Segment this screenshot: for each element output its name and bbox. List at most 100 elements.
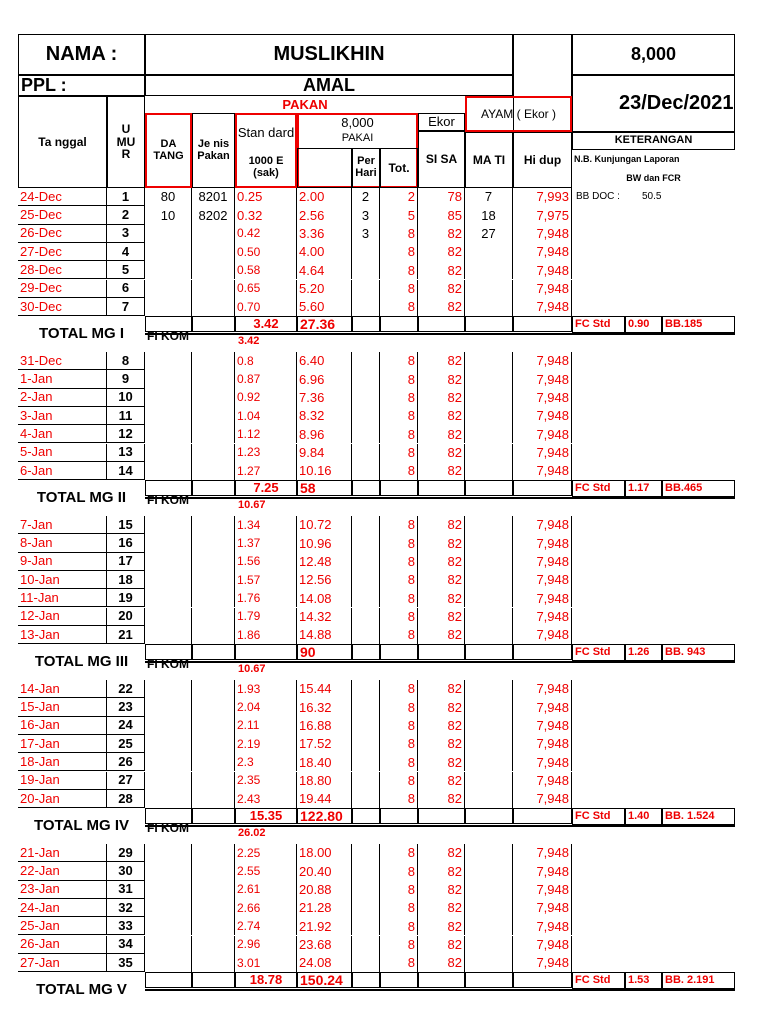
data-cell: 1.79 [235, 607, 297, 626]
box [465, 644, 513, 661]
data-cell: 9-Jan [18, 552, 107, 571]
data-cell: 8 [380, 953, 418, 973]
data-cell [145, 753, 192, 772]
data-cell: 27-Dec [18, 242, 107, 262]
data-cell [352, 716, 380, 735]
data-cell: 82 [418, 953, 465, 973]
data-cell: 15-Jan [18, 698, 107, 717]
data-cell [145, 898, 192, 918]
data-cell: 24-Jan [18, 898, 107, 918]
data-cell: 8 [380, 789, 418, 809]
header: Je nis Pakan [192, 113, 235, 188]
data-cell: 20.88 [297, 880, 352, 899]
data-cell: 8 [380, 370, 418, 389]
fi-kom-label: FI KOM [147, 330, 189, 343]
data-cell: 10 [107, 388, 145, 407]
data-cell: 7,948 [513, 953, 572, 973]
data-cell: 23 [107, 698, 145, 717]
data-cell: 30 [107, 862, 145, 881]
box [513, 972, 572, 989]
data-cell [352, 935, 380, 954]
data-cell [145, 935, 192, 954]
data-cell [145, 734, 192, 754]
header: N.B. Kunjungan Laporan [574, 153, 680, 164]
data-cell [465, 297, 513, 317]
data-cell [145, 953, 192, 973]
header: DA TANG [145, 113, 192, 188]
data-cell: 17-Jan [18, 734, 107, 754]
header: Per Hari [352, 148, 380, 188]
data-cell: 4.00 [297, 242, 352, 262]
data-cell [145, 844, 192, 863]
data-cell: 1.86 [235, 625, 297, 645]
data-cell [145, 680, 192, 699]
data-cell: 7,948 [513, 279, 572, 298]
data-cell: 7,975 [513, 206, 572, 225]
data-cell: 3 [107, 224, 145, 243]
data-cell: 12.48 [297, 552, 352, 571]
data-cell: 29-Dec [18, 279, 107, 298]
data-cell: 7,948 [513, 570, 572, 590]
data-cell: 26 [107, 753, 145, 772]
box [192, 316, 235, 333]
ppl: AMAL [145, 75, 513, 96]
name-label: NAMA : [18, 34, 145, 75]
data-cell: 14-Jan [18, 680, 107, 699]
data-cell: 10-Jan [18, 570, 107, 590]
data-cell: 1.23 [235, 443, 297, 462]
data-cell: 22 [107, 680, 145, 699]
data-cell [465, 242, 513, 262]
rule [145, 989, 735, 992]
data-cell: 8 [380, 771, 418, 790]
data-cell: 4.64 [297, 261, 352, 280]
fc-label: FC Std [572, 644, 625, 662]
data-cell [352, 680, 380, 699]
data-cell: 5-Jan [18, 443, 107, 462]
box [380, 644, 418, 661]
data-cell: 9 [107, 370, 145, 389]
box [235, 644, 297, 661]
data-cell: 7,948 [513, 880, 572, 899]
data-cell [465, 589, 513, 608]
data-cell [192, 352, 235, 371]
data-cell [352, 461, 380, 481]
data-cell [145, 297, 192, 317]
box [513, 808, 572, 825]
data-cell: 7,948 [513, 534, 572, 553]
data-cell: 22-Jan [18, 862, 107, 881]
box [465, 316, 513, 333]
box [235, 480, 297, 497]
data-cell: 8 [380, 261, 418, 280]
data-cell [192, 953, 235, 973]
data-cell: 6-Jan [18, 461, 107, 481]
data-cell: 82 [418, 297, 465, 317]
data-cell: 7,948 [513, 461, 572, 481]
data-cell [352, 734, 380, 754]
header: 8,000 [341, 115, 374, 131]
data-cell [145, 917, 192, 936]
box [380, 972, 418, 989]
data-cell [465, 388, 513, 407]
data-cell: 8 [380, 734, 418, 754]
data-cell: 82 [418, 716, 465, 735]
data-cell: 82 [418, 443, 465, 462]
box [235, 808, 297, 825]
data-cell: 21 [107, 625, 145, 645]
data-cell: 2 [380, 188, 418, 207]
data-cell [352, 516, 380, 535]
data-cell: 28-Dec [18, 261, 107, 280]
data-cell: 2.19 [235, 734, 297, 754]
data-cell: 7,948 [513, 406, 572, 426]
data-cell [352, 352, 380, 371]
data-cell [145, 406, 192, 426]
data-cell: 30-Dec [18, 297, 107, 317]
data-cell: 1.56 [235, 552, 297, 571]
data-cell: 1.93 [235, 680, 297, 699]
data-cell: 8 [380, 880, 418, 899]
total-birds: 8,000 [572, 34, 735, 75]
data-cell [465, 279, 513, 298]
total-standard: 15.35 [249, 808, 283, 824]
data-cell: 2.43 [235, 789, 297, 809]
data-cell: 8 [380, 716, 418, 735]
data-cell [145, 862, 192, 881]
